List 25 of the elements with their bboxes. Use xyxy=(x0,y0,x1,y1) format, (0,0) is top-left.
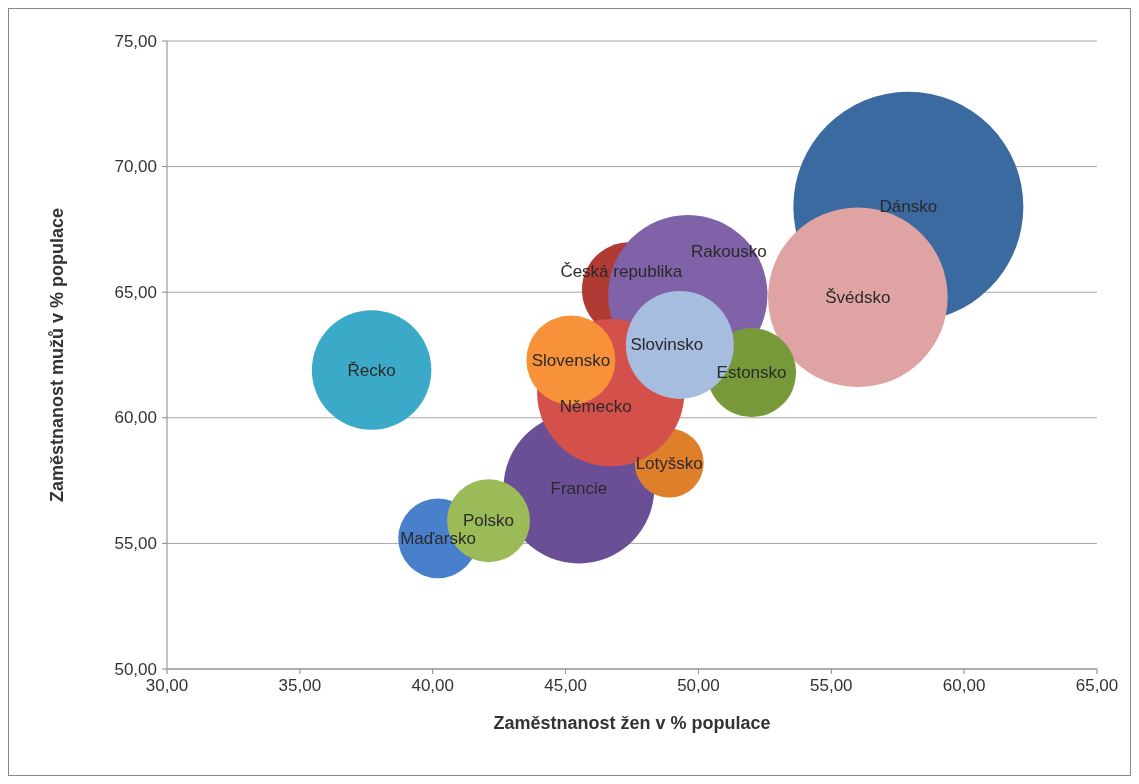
x-tick-label: 65,00 xyxy=(1075,676,1119,695)
x-tick-label: 40,00 xyxy=(411,676,454,695)
series-label: Švédsko xyxy=(825,287,891,307)
series-label: Slovensko xyxy=(531,350,611,370)
series-label: Dánsko xyxy=(879,197,938,217)
x-tick-label: 50,00 xyxy=(677,676,720,695)
x-tick-label: 30,00 xyxy=(145,676,189,695)
y-tick-label: 75,00 xyxy=(114,31,157,51)
y-tick-label: 60,00 xyxy=(114,408,157,428)
x-tick-label: 45,00 xyxy=(544,676,587,695)
x-axis-title: Zaměstnanost žen v % populace xyxy=(493,713,771,733)
series-label: Lotyšsko xyxy=(635,453,703,473)
y-tick-label: 55,00 xyxy=(114,533,157,553)
x-tick-label: 35,00 xyxy=(278,676,322,695)
y-tick-label: 65,00 xyxy=(114,282,157,302)
x-tick-label: 60,00 xyxy=(942,676,986,695)
series-label: Polsko xyxy=(463,511,515,531)
series-label: Francie xyxy=(550,478,608,498)
series-label: Slovinsko xyxy=(630,335,704,355)
series-label: Řecko xyxy=(347,360,396,380)
x-tick-label: 55,00 xyxy=(810,676,853,695)
series-label: Německo xyxy=(559,397,632,417)
y-tick-label: 70,00 xyxy=(114,157,157,177)
y-tick-label: 50,00 xyxy=(114,659,157,679)
y-axis-title: Zaměstnanost mužů v % populace xyxy=(47,207,67,503)
